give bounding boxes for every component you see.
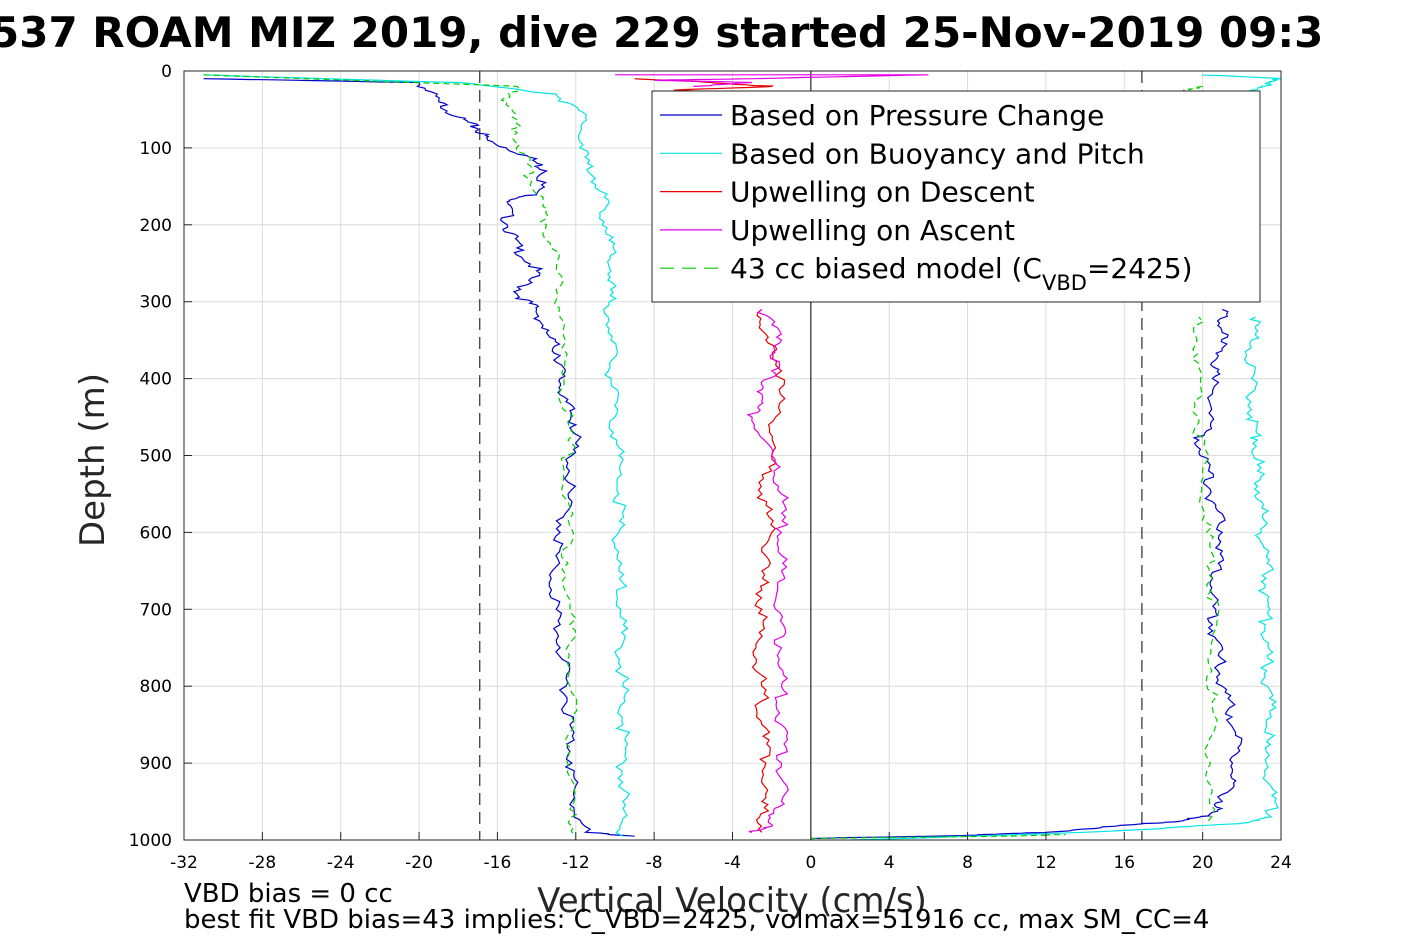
y-tick-label: 500: [140, 447, 172, 467]
y-tick-label: 300: [140, 293, 172, 313]
legend-label-prefix: 43 cc biased model (C: [730, 252, 1042, 285]
x-tick-label: 4: [884, 853, 895, 873]
series-line: [810, 308, 1243, 840]
series-line: [203, 74, 578, 837]
y-axis-label: Depth (m): [73, 373, 113, 547]
series-1: [203, 74, 1282, 841]
x-tick-label: 16: [1113, 853, 1135, 873]
x-tick-label: 0: [805, 853, 816, 873]
y-tick-label: 0: [161, 62, 172, 82]
legend-label: Based on Pressure Change: [730, 99, 1104, 132]
x-tick-label: -16: [484, 853, 512, 873]
series-line: [746, 308, 790, 833]
y-tick-label: 700: [140, 600, 172, 620]
y-tick-label: 100: [140, 139, 172, 159]
x-tick-label: 8: [962, 853, 973, 873]
series-line: [615, 74, 929, 87]
x-tick-label: -8: [646, 853, 663, 873]
series-line: [751, 308, 786, 833]
vbd-bias-note: VBD bias = 0 cc: [184, 879, 393, 909]
legend-label-subscript: VBD: [1042, 271, 1087, 295]
legend-label: Upwelling on Ascent: [730, 214, 1015, 247]
y-tick-label: 200: [140, 216, 172, 236]
x-tick-label: -24: [327, 853, 355, 873]
x-tick-label: 12: [1035, 853, 1057, 873]
series-3: [615, 74, 929, 833]
legend-label: Upwelling on Descent: [730, 176, 1035, 209]
series-line: [203, 78, 635, 837]
series-line: [203, 74, 631, 837]
x-tick-label: -12: [562, 853, 590, 873]
legend-label-suffix: =2425): [1087, 252, 1193, 285]
x-tick-label: -4: [724, 853, 741, 873]
y-axis-ticks: 0 100 200 300 400 500 600 700 800 900 1000: [129, 62, 192, 851]
legend: Based on Pressure Change Based on Buoyanc…: [651, 90, 1261, 303]
y-tick-label: 600: [140, 523, 172, 543]
x-tick-label: 24: [1270, 853, 1292, 873]
series-layer: [203, 74, 1282, 841]
x-tick-label: 20: [1192, 853, 1214, 873]
y-tick-label: 900: [140, 754, 172, 774]
legend-box: [651, 90, 1261, 303]
y-tick-label: 800: [140, 677, 172, 697]
x-tick-label: -20: [405, 853, 433, 873]
series-line: [1202, 74, 1282, 95]
x-tick-label: -32: [170, 853, 198, 873]
x-axis-label: Vertical Velocity (cm/s): [537, 881, 927, 921]
series-line: [810, 834, 1066, 840]
x-axis-ticks: -32 -28 -24 -20 -16 -12 -8 -4 0 4 8 12 16 20 24: [170, 832, 1292, 873]
chart-title: 537 ROAM MIZ 2019, dive 229 started 25-N…: [0, 8, 1323, 57]
series-line: [849, 316, 1279, 841]
best-fit-note: best fit VBD bias=43 implies: C_VBD=2425…: [184, 905, 1209, 935]
x-tick-label: -28: [248, 853, 276, 873]
legend-label: Based on Buoyancy and Pitch: [730, 137, 1145, 170]
y-tick-label: 1000: [129, 831, 172, 851]
legend-label: 43 cc biased model (CVBD=2425): [730, 252, 1193, 295]
y-tick-label: 400: [140, 370, 172, 390]
series-line: [1191, 316, 1220, 822]
series-0: [203, 78, 1243, 840]
